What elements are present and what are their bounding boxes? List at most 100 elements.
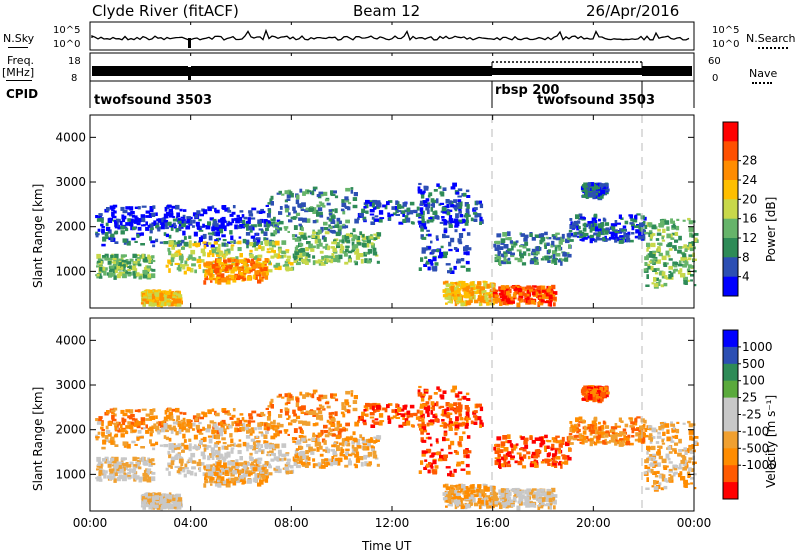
velocity-cell — [258, 431, 263, 434]
velocity-cell — [190, 452, 196, 458]
velocity-cell — [356, 438, 361, 444]
power-cell — [673, 268, 678, 272]
power-cell — [626, 237, 631, 243]
velocity-cell — [360, 461, 364, 467]
velocity-cell — [392, 415, 397, 419]
power-cell — [255, 259, 259, 264]
velocity-cell — [105, 425, 109, 430]
power-cell — [263, 261, 267, 265]
power-cell — [378, 210, 384, 215]
power-cell — [568, 232, 572, 238]
velocity-cell — [478, 492, 482, 497]
power-cell — [455, 289, 461, 293]
power-cell — [203, 241, 209, 247]
velocity-cell — [148, 505, 153, 510]
power-cell — [293, 216, 298, 219]
power-cell — [202, 251, 206, 257]
velocity-cell — [172, 499, 176, 502]
power-cell — [585, 188, 590, 191]
power-cell — [528, 288, 534, 291]
power-cell — [130, 225, 134, 231]
velocity-cell — [330, 449, 335, 452]
velocity-cell — [229, 433, 233, 438]
velocity-cell — [151, 498, 156, 503]
power-cell — [465, 219, 469, 223]
power-cell — [419, 200, 425, 206]
power-cell — [366, 260, 372, 264]
velocity-cell — [242, 469, 247, 472]
power-cell — [186, 219, 190, 223]
power-cell — [402, 212, 405, 217]
power-cell — [332, 190, 337, 194]
freq-gap-marker — [188, 67, 191, 80]
power-cell — [260, 210, 266, 214]
power-cell — [168, 208, 173, 212]
velocity-cell — [274, 425, 280, 429]
velocity-cell — [226, 451, 231, 456]
power-cell — [646, 254, 649, 257]
power-cell — [294, 246, 298, 251]
velocity-cell — [288, 415, 291, 419]
power-cell — [558, 240, 563, 245]
power-cell — [687, 217, 691, 220]
velocity-cell — [344, 399, 349, 404]
velocity-cell — [345, 452, 348, 456]
power-cell — [121, 262, 125, 265]
velocity-cell — [151, 458, 155, 462]
power-cell — [473, 218, 478, 222]
power-cell — [458, 210, 462, 214]
power-cell — [570, 221, 573, 225]
power-cell — [548, 295, 553, 300]
velocity-cell — [446, 486, 451, 491]
power-cell — [300, 258, 306, 263]
power-cell — [653, 277, 657, 282]
velocity-cell — [427, 406, 430, 412]
power-cell — [466, 204, 470, 209]
power-cell — [494, 289, 499, 292]
power-cell — [120, 230, 125, 235]
power-cell — [444, 205, 449, 209]
power-cell — [656, 277, 659, 281]
power-cell — [149, 228, 153, 234]
power-cell — [342, 224, 346, 229]
power-cell — [235, 262, 239, 266]
power-cell — [248, 225, 253, 231]
velocity-cell — [123, 429, 128, 432]
power-cell — [524, 286, 528, 292]
velocity-cell — [113, 462, 118, 468]
velocity-cell — [193, 434, 198, 440]
velocity-cell — [174, 455, 179, 460]
power-cell — [680, 273, 685, 278]
velocity-cell — [99, 469, 104, 475]
power-cell — [153, 302, 157, 306]
power-cell — [453, 247, 458, 250]
velocity-cell — [440, 448, 444, 452]
power-cell — [436, 238, 439, 241]
velocity-cell — [241, 426, 245, 432]
velocity-cell — [140, 446, 145, 449]
velocity-cell — [248, 413, 253, 417]
power-cell — [341, 235, 345, 240]
power-cell — [161, 218, 165, 223]
power-cell — [172, 222, 176, 227]
power-cell — [319, 250, 324, 254]
velocity-cell — [305, 421, 311, 426]
power-cell — [183, 209, 187, 212]
velocity-cell — [420, 437, 424, 442]
velocity-cell — [333, 453, 338, 457]
velocity-cell — [149, 431, 153, 437]
velocity-cell — [178, 458, 184, 464]
velocity-cell — [409, 404, 415, 409]
velocity-cell — [359, 456, 364, 461]
power-cell — [540, 237, 546, 242]
power-cell — [172, 296, 176, 299]
power-cell — [609, 236, 614, 240]
power-cell — [292, 206, 296, 211]
velocity-cell — [219, 431, 224, 437]
velocity-cell — [375, 409, 380, 412]
velocity-cell — [455, 485, 460, 489]
velocity-cell — [136, 425, 141, 429]
power-cell — [657, 228, 661, 232]
power-cell — [300, 247, 305, 253]
velocity-cell — [388, 419, 392, 424]
